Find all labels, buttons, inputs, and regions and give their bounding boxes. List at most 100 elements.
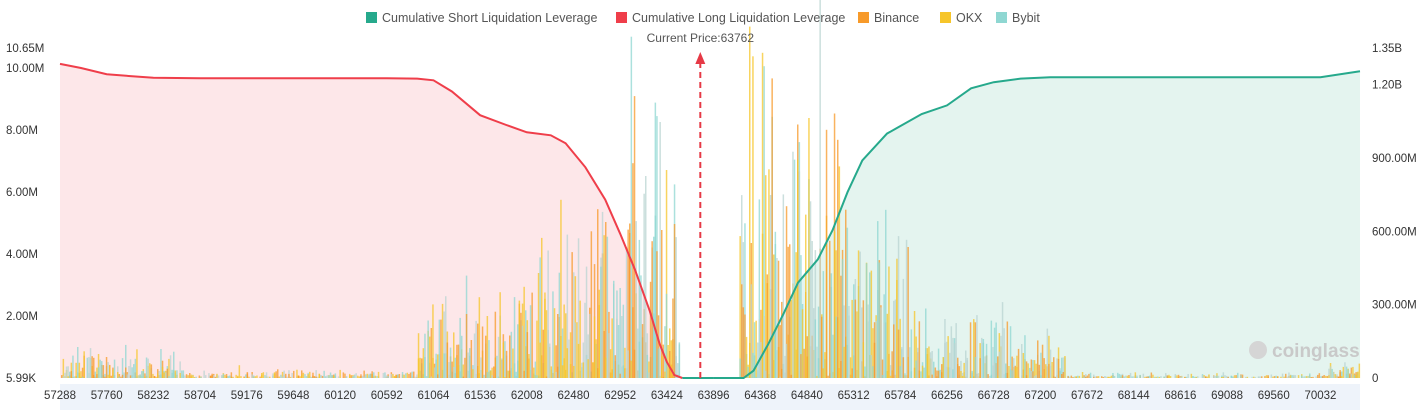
liquidation-bar xyxy=(816,375,818,378)
liquidation-bar xyxy=(907,247,909,378)
liquidation-bar xyxy=(613,280,615,378)
liquidation-bar xyxy=(1344,362,1346,378)
x-tick-label: 58232 xyxy=(137,390,169,402)
liquidation-bar xyxy=(1275,375,1277,378)
liquidation-bar xyxy=(544,292,546,378)
liquidation-bar xyxy=(565,313,567,378)
liquidation-bar xyxy=(448,374,450,378)
liquidation-bar xyxy=(1301,375,1303,378)
liquidation-bar xyxy=(1251,376,1253,378)
liquidation-bar xyxy=(1128,375,1130,378)
liquidation-bar xyxy=(289,376,292,378)
liquidation-bar xyxy=(1097,376,1100,378)
liquidation-bar xyxy=(619,373,621,378)
liquidation-bar xyxy=(1005,373,1007,378)
liquidation-bar xyxy=(454,357,457,378)
liquidation-bar xyxy=(213,375,215,378)
liquidation-bar xyxy=(1259,376,1261,378)
liquidation-bar xyxy=(1190,373,1193,378)
liquidation-bar xyxy=(862,342,865,378)
liquidation-bar xyxy=(104,376,106,378)
liquidation-bar xyxy=(267,376,269,378)
liquidation-bar xyxy=(208,373,210,378)
liquidation-bar xyxy=(627,350,629,378)
legend-label[interactable]: Binance xyxy=(874,11,919,25)
legend-swatch[interactable] xyxy=(858,12,869,23)
liquidation-bar xyxy=(224,374,226,378)
liquidation-bar xyxy=(969,376,972,378)
liquidation-bar xyxy=(846,227,849,378)
liquidation-bar xyxy=(473,333,476,378)
liquidation-bar xyxy=(80,376,82,378)
x-tick-label: 66728 xyxy=(978,390,1010,402)
legend-swatch[interactable] xyxy=(940,12,951,23)
legend-swatch[interactable] xyxy=(996,12,1007,23)
liquidation-bar xyxy=(1073,376,1076,378)
liquidation-bar xyxy=(763,316,765,378)
liquidation-bar xyxy=(883,322,885,378)
liquidation-bar xyxy=(648,361,650,378)
cumulative-lines xyxy=(59,62,1361,379)
liquidation-bar xyxy=(184,375,186,378)
liquidation-bar xyxy=(337,376,340,378)
liquidation-bar xyxy=(753,322,756,378)
liquidation-bar xyxy=(161,366,164,378)
liquidation-bar xyxy=(163,372,165,378)
liquidation-bar xyxy=(160,349,162,378)
y-left-tick-label: 4.00M xyxy=(6,249,38,261)
liquidation-bar xyxy=(563,358,565,378)
liquidation-bar xyxy=(1339,372,1341,378)
liquidation-bar xyxy=(1208,374,1210,378)
liquidation-bar xyxy=(627,229,629,378)
liquidation-bar xyxy=(1307,375,1309,378)
liquidation-bar xyxy=(80,371,82,378)
liquidation-bar xyxy=(310,376,313,378)
liquidation-bar xyxy=(913,311,916,378)
current-price-label: Current Price:63762 xyxy=(647,31,755,45)
liquidation-bar xyxy=(101,361,103,378)
x-axis: 57288 57760 58232 58704 59176 59648 60120 60592… xyxy=(44,390,1336,402)
liquidation-bar xyxy=(406,372,409,378)
liquidation-bar xyxy=(390,374,393,378)
liquidation-bar xyxy=(432,304,434,378)
liquidation-bar xyxy=(1222,372,1225,378)
legend-label[interactable]: Bybit xyxy=(1012,11,1040,25)
liquidation-bar xyxy=(646,354,649,378)
legend-swatch[interactable] xyxy=(366,12,377,23)
liquidation-bar xyxy=(405,373,407,378)
legend-label[interactable]: OKX xyxy=(956,11,983,25)
liquidation-bar xyxy=(1056,375,1058,378)
liquidation-bar xyxy=(1221,375,1223,378)
liquidation-bar xyxy=(1113,376,1116,378)
liquidation-bar xyxy=(1157,376,1159,378)
liquidation-bar xyxy=(497,336,500,378)
liquidation-bar xyxy=(1035,375,1037,378)
liquidation-bar xyxy=(574,322,577,378)
liquidation-bar xyxy=(1201,374,1204,378)
liquidation-bar xyxy=(1123,376,1125,378)
legend-label[interactable]: Cumulative Short Liquidation Leverage xyxy=(382,11,597,25)
liquidation-bar xyxy=(171,369,173,378)
liquidation-bar xyxy=(353,374,356,378)
liquidation-bar xyxy=(504,376,506,378)
liquidation-bar xyxy=(1014,367,1017,378)
liquidation-bar xyxy=(75,362,77,378)
liquidation-bar xyxy=(633,349,636,378)
legend-swatch[interactable] xyxy=(616,12,627,23)
liquidation-bar xyxy=(1310,377,1313,378)
liquidation-bar xyxy=(1240,375,1242,378)
liquidation-bar xyxy=(245,374,247,378)
liquidation-bar xyxy=(198,375,201,378)
liquidation-bar xyxy=(1328,375,1330,378)
liquidation-bar xyxy=(1187,374,1189,378)
legend-label[interactable]: Cumulative Long Liquidation Leverage xyxy=(632,11,845,25)
liquidation-bar xyxy=(531,292,533,378)
liquidation-bar xyxy=(1163,376,1165,378)
y-left-tick-label: 5.99K xyxy=(6,373,36,385)
liquidation-bar xyxy=(149,376,151,378)
liquidation-bar xyxy=(1045,364,1047,378)
liquidation-bar xyxy=(1094,376,1097,378)
liquidation-bar xyxy=(1030,371,1033,378)
liquidation-bar xyxy=(521,325,524,378)
liquidation-bar xyxy=(225,374,228,378)
